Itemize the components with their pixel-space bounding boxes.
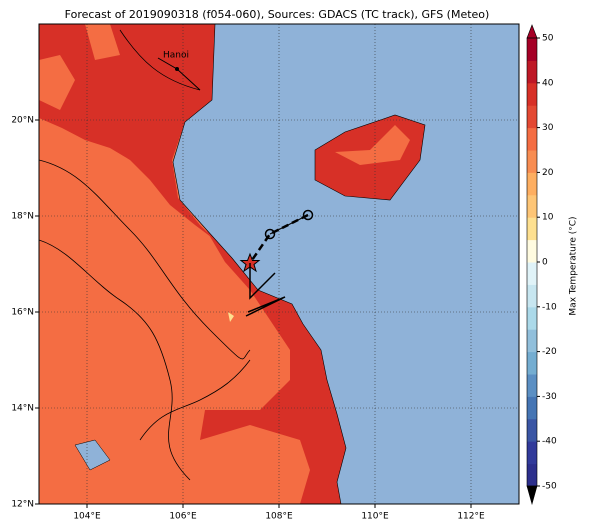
colorbar-bin (527, 284, 537, 308)
title: Forecast of 2019090318 (f054-060), Sourc… (65, 8, 490, 21)
colorbar-bin (527, 82, 537, 106)
land-zone (39, 55, 75, 110)
track-point (302, 209, 314, 221)
colorbar-bin (527, 418, 537, 442)
colorbar-bin (527, 150, 537, 173)
colorbar-tick-label: -50 (542, 482, 557, 492)
y-tick-label: 14°N (11, 404, 34, 414)
city-label: Hanoi (163, 51, 189, 61)
lake (74, 439, 111, 471)
colorbar-tick-label: 0 (542, 258, 548, 268)
land-zone (85, 24, 120, 60)
track-point (264, 228, 276, 240)
colorbar-tick-label: -30 (542, 392, 557, 402)
y-tick-label: 16°N (11, 308, 34, 318)
colorbar-extend (526, 24, 538, 39)
map-area: Hanoi (39, 24, 519, 504)
colorbar-label: Max Temperature (°C) (569, 216, 579, 315)
colorbar-tick-label: -10 (542, 302, 557, 312)
x-tick-label: 108°E (265, 512, 293, 522)
x-tick-label: 112°E (457, 512, 485, 522)
x-tick-label: 104°E (73, 512, 101, 522)
colorbar-bin (527, 306, 537, 330)
colorbar-tick-label: 10 (542, 213, 554, 223)
border (39, 29, 251, 481)
colorbar-bin (527, 239, 537, 263)
colorbar-tick-label: 50 (542, 34, 554, 44)
colorbar-bin (527, 105, 537, 129)
colorbar-bin (527, 374, 537, 397)
y-tick-label: 18°N (11, 212, 34, 222)
colorbar-bin (527, 463, 537, 487)
colorbar-tick-label: -20 (542, 347, 557, 357)
colorbar-bin (527, 60, 537, 84)
y-tick-label: 12°N (11, 500, 34, 510)
colorbar-bin (527, 396, 537, 420)
spot (228, 312, 234, 322)
colorbar-tick-label: 30 (542, 123, 554, 133)
sea (172, 24, 519, 504)
island-zone (335, 125, 410, 165)
colorbar-bin (527, 351, 537, 375)
colorbar-tick-label: 40 (542, 78, 554, 88)
colorbar-bin (527, 441, 537, 465)
colorbar-bin (527, 194, 537, 218)
colorbar-bin (527, 217, 537, 241)
colorbar-bin (527, 329, 537, 353)
track (248, 213, 309, 264)
colorbar-tick-label: -40 (542, 437, 557, 447)
cone (245, 263, 286, 317)
y-tick-label: 20°N (11, 116, 34, 126)
warm-zone (39, 24, 215, 240)
warm-zone (200, 228, 346, 504)
x-tick-label: 106°E (169, 512, 197, 522)
colorbar-bin (527, 38, 537, 61)
colorbar-bin (527, 262, 537, 285)
city-marker (175, 67, 179, 71)
colorbar-bin (527, 172, 537, 196)
x-tick-label: 110°E (361, 512, 389, 522)
colorbar-extend (526, 485, 538, 506)
colorbar-bin (527, 127, 537, 151)
colorbar-tick-label: 20 (542, 168, 554, 178)
